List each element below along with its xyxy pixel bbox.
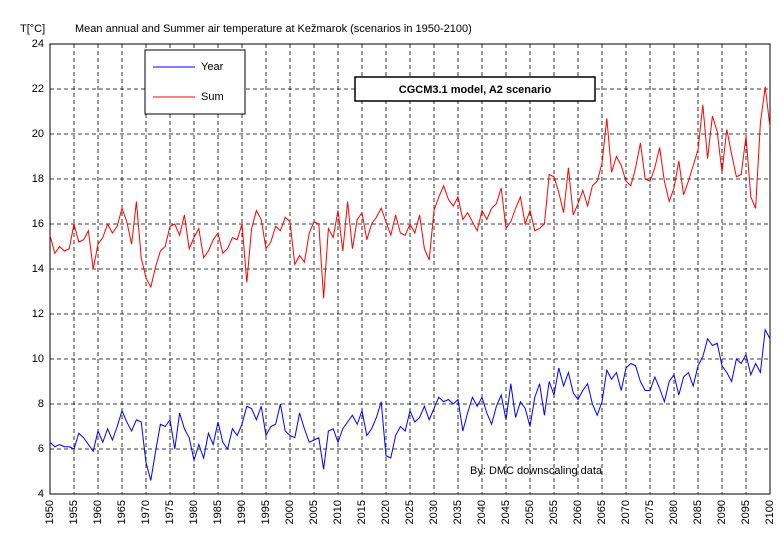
x-tick-label: 2090	[716, 500, 728, 524]
annotation: CGCM3.1 model, A2 scenario	[399, 84, 552, 96]
annotation-box	[354, 76, 596, 102]
y-tick-label: 4	[38, 488, 44, 500]
x-tick-label: 2015	[356, 500, 368, 524]
x-tick-label: 2060	[572, 500, 584, 524]
line-series	[49, 328, 771, 481]
x-tick-label: 2005	[308, 500, 320, 524]
x-tick-label: 1990	[236, 500, 248, 524]
y-tick-label: 10	[32, 353, 44, 365]
legend-label: Sum	[201, 91, 224, 103]
x-tick-label: 2000	[284, 500, 296, 524]
x-tick-label: 2070	[620, 500, 632, 524]
x-tick-label: 2100	[764, 500, 776, 524]
x-tick-label: 1965	[116, 500, 128, 524]
y-tick-label: 20	[32, 128, 44, 140]
x-tick-label: 2080	[668, 500, 680, 524]
line-series	[49, 86, 771, 299]
y-tick-label: 6	[38, 443, 44, 455]
y-axis-label: T[°C]	[20, 23, 45, 35]
x-tick-label: 1960	[92, 500, 104, 524]
legend-label: Year	[201, 61, 224, 73]
x-tick-label: 2020	[380, 500, 392, 524]
x-tick-label: 2030	[428, 500, 440, 524]
y-tick-label: 18	[32, 173, 44, 185]
source-note: By: DMC downscaling data	[470, 465, 603, 477]
x-tick-label: 2050	[524, 500, 536, 524]
x-tick-label: 1995	[260, 500, 272, 524]
x-tick-label: 2025	[404, 500, 416, 524]
plot-frame	[49, 43, 771, 495]
x-tick-label: 1955	[68, 500, 80, 524]
x-tick-label: 2045	[500, 500, 512, 524]
x-tick-label: 1950	[44, 500, 56, 524]
y-tick-label: 8	[38, 398, 44, 410]
x-tick-label: 2095	[740, 500, 752, 524]
x-tick-label: 2055	[548, 500, 560, 524]
y-tick-label: 24	[32, 38, 44, 50]
x-tick-label: 1970	[140, 500, 152, 524]
x-tick-label: 1985	[212, 500, 224, 524]
chart-title: Mean annual and Summer air temperature a…	[75, 23, 472, 35]
y-tick-label: 12	[32, 308, 44, 320]
y-tick-label: 22	[32, 83, 44, 95]
x-tick-label: 1975	[164, 500, 176, 524]
x-tick-label: 2040	[476, 500, 488, 524]
x-tick-label: 2035	[452, 500, 464, 524]
x-tick-label: 2075	[644, 500, 656, 524]
x-tick-label: 1980	[188, 500, 200, 524]
y-tick-label: 14	[32, 263, 44, 275]
x-tick-label: 2085	[692, 500, 704, 524]
x-tick-label: 2065	[596, 500, 608, 524]
x-tick-label: 2010	[332, 500, 344, 524]
legend-box	[144, 49, 246, 115]
y-tick-label: 16	[32, 218, 44, 230]
